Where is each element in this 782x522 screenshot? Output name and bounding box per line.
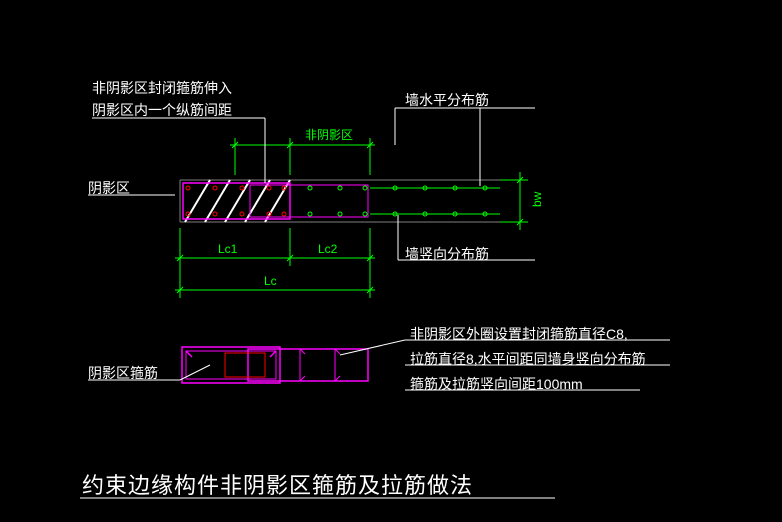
label-shadow-zone: 阴影区 <box>88 178 130 198</box>
wall-vert-bars <box>308 186 487 216</box>
note-right-line3: 箍筋及拉筋竖向间距100mm <box>410 374 583 394</box>
label-nonshadow-zone: 非阴影区 <box>305 126 353 143</box>
note-right-line1: 非阴影区外圈设置封闭箍筋直径C8, <box>410 324 628 344</box>
title-text: 约束边缘构件非阴影区箍筋及拉筋做法 <box>82 468 473 500</box>
label-lc: Lc <box>264 274 277 288</box>
hatch-shadow-zone <box>185 180 290 222</box>
note-top-line2: 阴影区内一个纵筋间距 <box>92 100 232 120</box>
label-lc2: Lc2 <box>318 242 337 256</box>
label-wall-vert: 墙竖向分布筋 <box>405 244 489 264</box>
label-wall-horiz: 墙水平分布筋 <box>405 90 489 110</box>
label-lc1: Lc1 <box>218 242 237 256</box>
note-right-line2: 拉筋直径8,水平间距同墙身竖向分布筋 <box>410 349 646 369</box>
label-shadow-stirrup: 阴影区箍筋 <box>88 363 158 383</box>
note-top-line1: 非阴影区封闭箍筋伸入 <box>92 78 232 98</box>
leaders <box>80 108 555 498</box>
label-bw: bw <box>530 192 544 207</box>
